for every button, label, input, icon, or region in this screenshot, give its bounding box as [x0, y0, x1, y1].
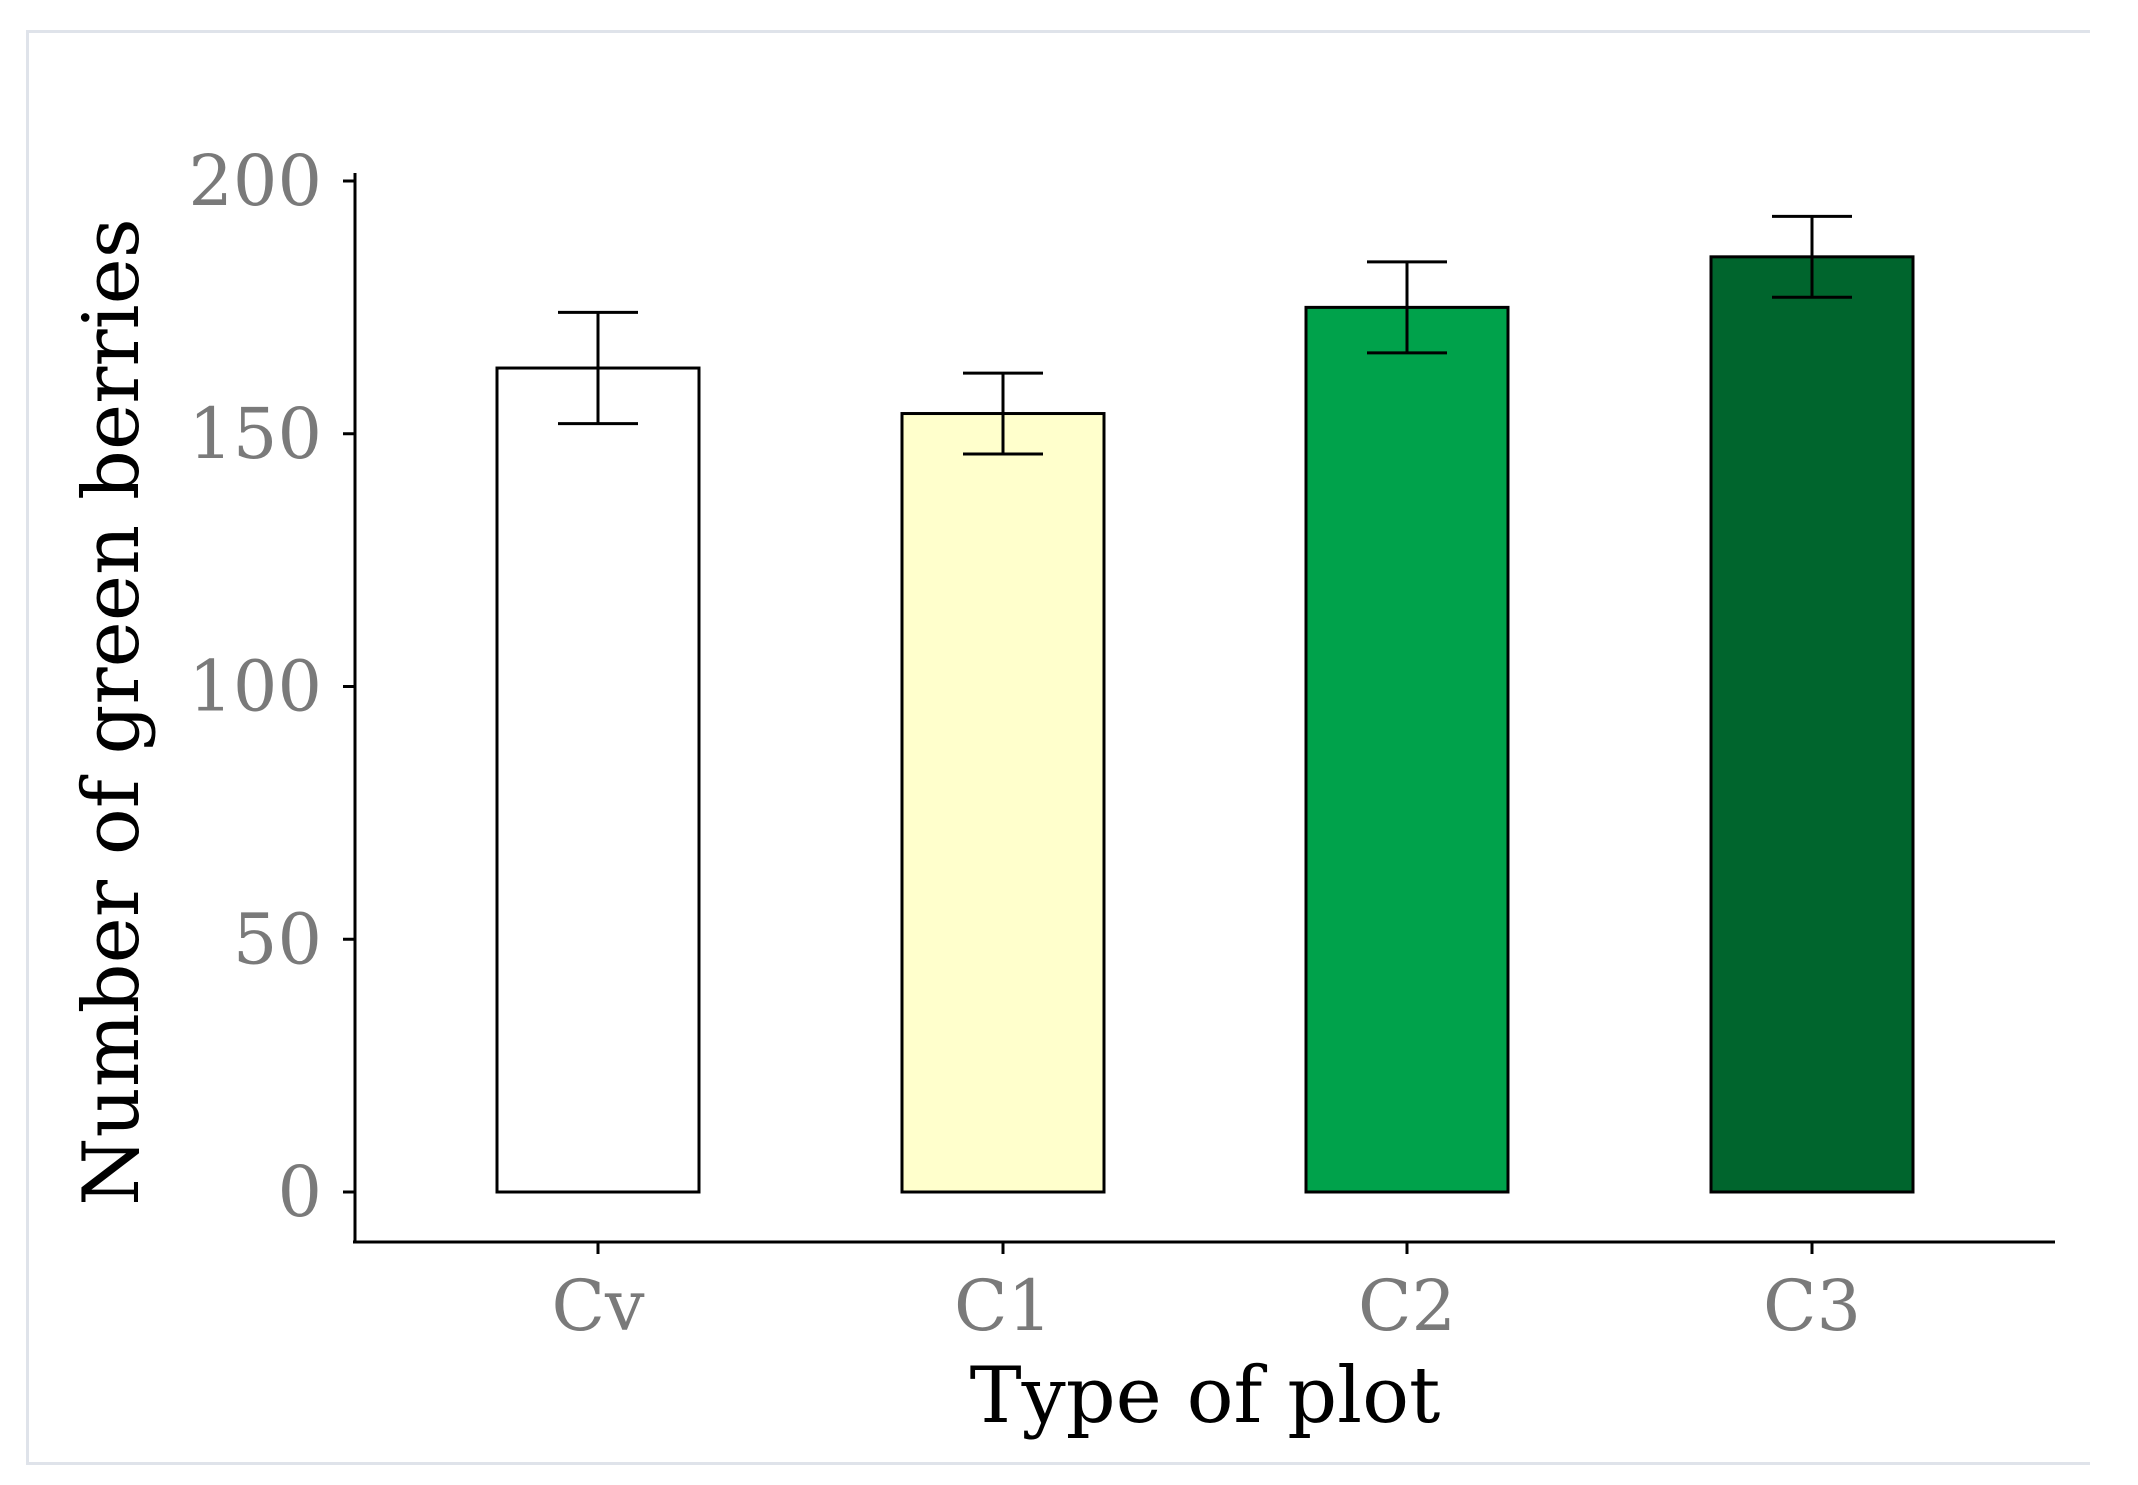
y-ticks-layer: 0 50 100 150 200 — [188, 140, 355, 1233]
y-tick-label-50: 50 — [233, 898, 322, 980]
x-axis-title: Type of plot — [970, 1351, 1441, 1441]
y-tick-label-150: 150 — [188, 393, 322, 475]
error-bar-cv — [558, 310, 638, 426]
x-tick-label-cv: Cv — [551, 1265, 645, 1347]
axes-layer — [353, 173, 2055, 1244]
y-tick-label-200: 200 — [188, 140, 322, 222]
bar-c2 — [1304, 305, 1510, 1194]
error-bar-c1 — [963, 371, 1043, 456]
error-bar-c2 — [1367, 260, 1447, 355]
bar-c1 — [900, 412, 1106, 1194]
x-tick-label-c2: C2 — [1358, 1265, 1456, 1347]
y-tick-label-100: 100 — [188, 646, 322, 728]
y-axis-title: Number of green berries — [67, 218, 157, 1206]
bar-cv — [495, 366, 701, 1194]
error-bar-c3 — [1772, 214, 1852, 299]
bars-layer — [495, 255, 1915, 1194]
y-tick-label-0: 0 — [277, 1151, 322, 1233]
x-ticks-layer: Cv C1 C2 C3 — [551, 1242, 1861, 1347]
x-tick-label-c1: C1 — [954, 1265, 1052, 1347]
x-tick-label-c3: C3 — [1763, 1265, 1861, 1347]
bar-c3 — [1709, 255, 1915, 1194]
error-bars-layer — [558, 214, 1852, 456]
